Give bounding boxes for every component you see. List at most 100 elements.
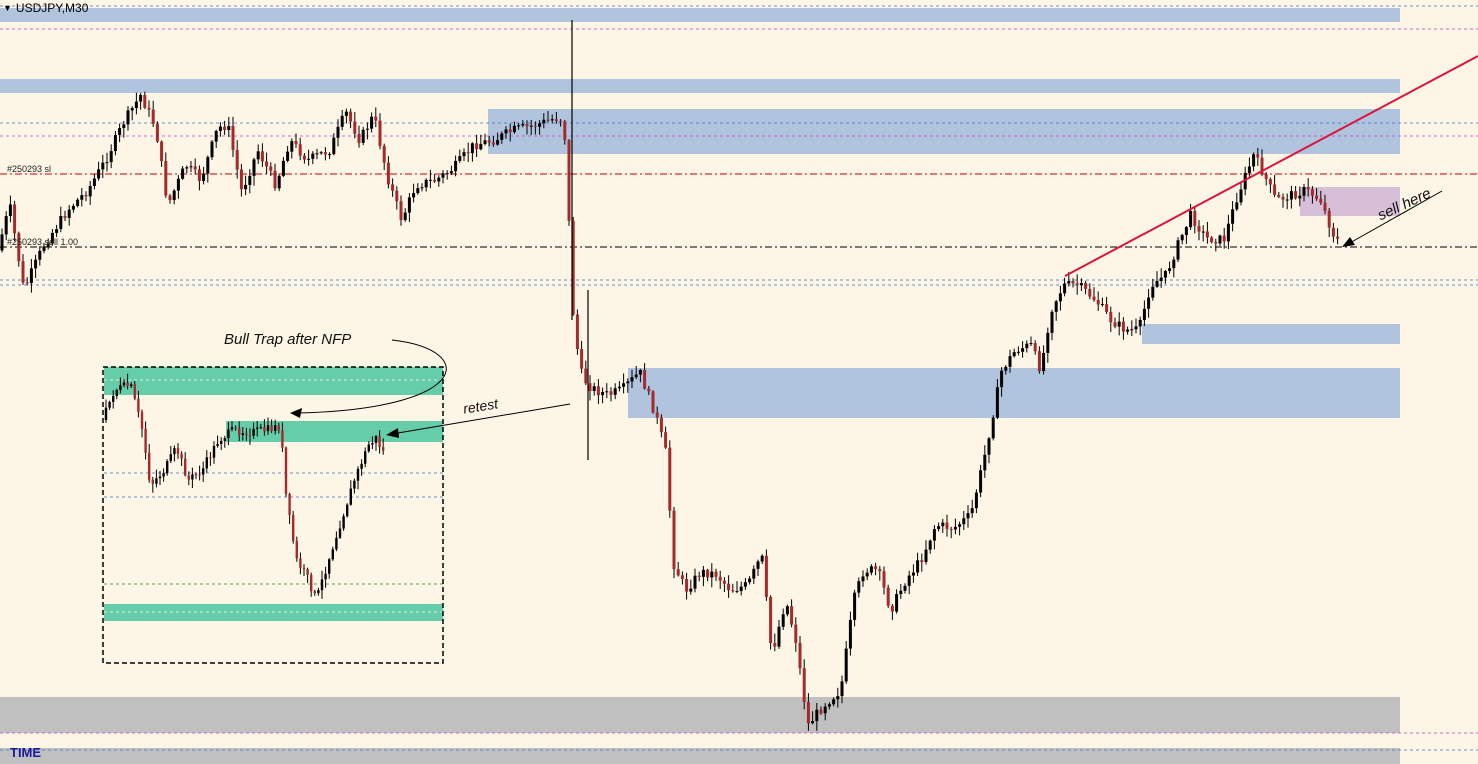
- candle-body: [819, 709, 823, 714]
- candle-body: [218, 126, 222, 131]
- candle-body: [323, 152, 327, 155]
- candle-body: [1058, 293, 1062, 302]
- candle-body: [664, 432, 668, 448]
- candle-body: [169, 454, 172, 462]
- candle-body: [1273, 184, 1277, 195]
- candle-body: [256, 151, 260, 160]
- candle-body: [112, 395, 115, 402]
- candle-body: [151, 479, 154, 484]
- candle-body: [231, 125, 235, 150]
- candle-body: [1067, 281, 1071, 284]
- candle-body: [374, 436, 378, 444]
- triangle-down-icon[interactable]: ▼: [3, 3, 12, 13]
- candle-body: [1243, 172, 1247, 190]
- candle-body: [454, 160, 458, 172]
- candle-body: [890, 605, 894, 612]
- symbol-label: USDJPY,M30: [15, 1, 89, 15]
- candle-body: [949, 528, 953, 530]
- candle-body: [840, 681, 844, 697]
- candle-body: [777, 626, 781, 647]
- candle-body: [266, 425, 270, 432]
- candle-body: [328, 154, 332, 156]
- candle-body: [571, 220, 575, 315]
- candle-body: [176, 448, 180, 454]
- candle-body: [105, 162, 109, 164]
- candle-body: [244, 184, 248, 190]
- candle-body: [1226, 223, 1230, 242]
- candle-body: [1155, 280, 1159, 287]
- candle-body: [554, 119, 558, 121]
- candle-body: [344, 111, 348, 116]
- candle-body: [298, 144, 302, 156]
- candle-body: [836, 696, 840, 700]
- candle-body: [920, 560, 924, 562]
- candle-body: [718, 576, 722, 581]
- candle-body: [445, 173, 449, 175]
- candle-body: [194, 474, 198, 476]
- candle-body: [1176, 240, 1180, 260]
- candle-body: [769, 596, 773, 644]
- candle-body: [245, 433, 248, 436]
- candle-body: [155, 478, 158, 484]
- candle-body: [987, 438, 991, 455]
- stop-loss-label: #250293 sl: [7, 164, 52, 174]
- candle-body: [248, 435, 252, 437]
- candle-body: [353, 480, 356, 489]
- candle-body: [970, 508, 974, 514]
- candle-body: [865, 572, 869, 577]
- candle-body: [391, 184, 395, 191]
- candle-body: [59, 216, 63, 230]
- zone-resistance: [488, 109, 1400, 154]
- candle-body: [1210, 237, 1214, 243]
- candle-body: [147, 107, 151, 110]
- candle-body: [357, 133, 361, 143]
- candle-body: [164, 161, 168, 196]
- candle-body: [209, 457, 212, 459]
- candle-body: [1092, 296, 1096, 300]
- candle-body: [191, 474, 194, 480]
- candle-body: [760, 555, 764, 562]
- candle-body: [302, 567, 306, 570]
- candle-body: [1235, 202, 1239, 210]
- candle-body: [324, 573, 327, 580]
- candle-body: [924, 549, 928, 562]
- candle-body: [542, 119, 546, 124]
- candle-body: [265, 161, 269, 167]
- candle-body: [220, 440, 223, 444]
- candle-body: [259, 427, 262, 429]
- candle-body: [533, 125, 537, 127]
- bull-trap-annotation: Bull Trap after NFP: [224, 331, 352, 348]
- candle-body: [1126, 329, 1130, 332]
- candle-body: [382, 145, 386, 163]
- candle-body: [290, 141, 294, 152]
- candle-body: [1054, 301, 1058, 312]
- candle-body: [197, 169, 201, 181]
- candle-body: [1315, 195, 1319, 199]
- candle-body: [281, 160, 285, 176]
- candle-body: [1336, 236, 1340, 239]
- candle-body: [386, 162, 390, 185]
- candle-body: [118, 128, 122, 135]
- candle-body: [886, 587, 890, 606]
- candle-body: [441, 173, 445, 178]
- candle-body: [466, 152, 470, 154]
- inset-box: [102, 366, 444, 664]
- candle-body: [294, 141, 298, 145]
- candle-body: [1231, 209, 1235, 224]
- candle-body: [210, 141, 214, 158]
- candle-body: [1109, 311, 1113, 323]
- candle-body: [420, 187, 424, 189]
- candle-body: [340, 115, 344, 127]
- candle-body: [1319, 198, 1323, 203]
- candle-body: [601, 391, 605, 396]
- candle-body: [137, 398, 140, 413]
- trendline[interactable]: [1064, 55, 1478, 277]
- candle-body: [412, 193, 416, 198]
- candle-body: [1105, 304, 1109, 312]
- candle-body: [617, 386, 621, 389]
- candle-body: [1172, 259, 1176, 269]
- candle-body: [160, 141, 164, 162]
- candle-body: [38, 250, 42, 260]
